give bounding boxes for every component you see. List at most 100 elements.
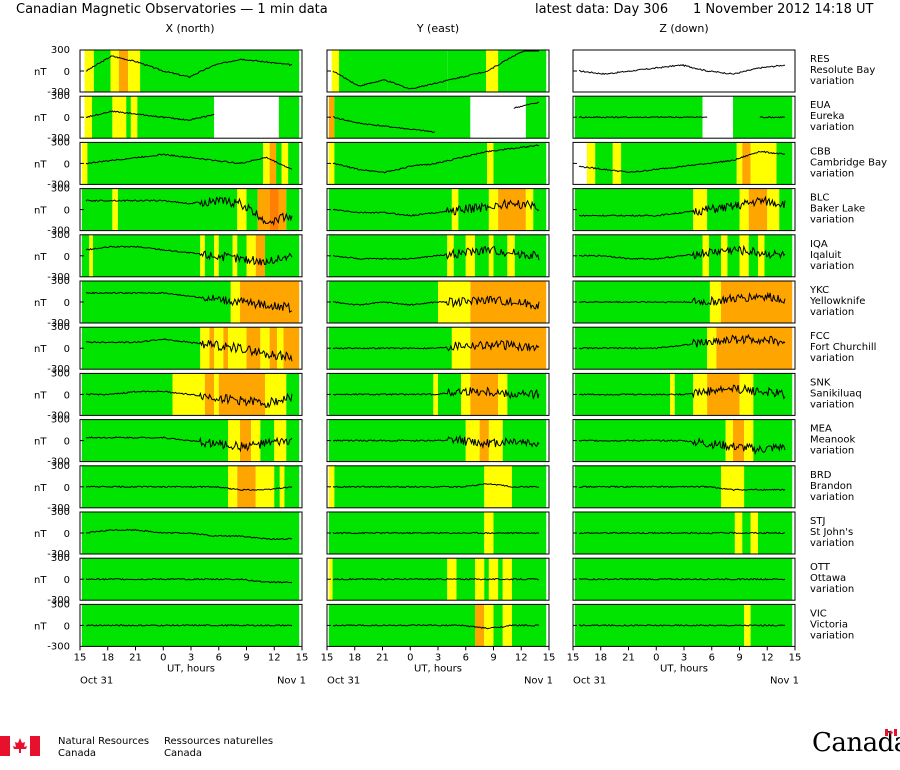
wordmark-flag-icon (885, 729, 897, 736)
trace-fcc-y (332, 339, 540, 352)
trace-ott-y (332, 577, 540, 581)
x-tick-label: 12 (268, 652, 281, 663)
activity-band (702, 96, 734, 139)
y-tick-label: -300 (47, 410, 70, 421)
y-tick-label: 0 (64, 159, 70, 170)
activity-band (331, 50, 340, 92)
y-tick-label: 300 (51, 599, 70, 610)
x-axis-label: UT, hours (414, 663, 462, 674)
activity-band (586, 142, 596, 185)
activity-band (693, 188, 708, 231)
trace-cbb-x (85, 153, 293, 170)
activity-band (748, 188, 768, 231)
activity-band (110, 50, 119, 92)
activity-band (228, 465, 238, 508)
activity-band (118, 50, 129, 92)
station-kind: variation (810, 399, 854, 410)
x-start-label: Oct 31 (573, 675, 606, 686)
y-tick-label: 0 (64, 390, 70, 401)
activity-band (204, 234, 215, 277)
activity-band (240, 281, 300, 323)
y-tick-label: 300 (51, 137, 70, 148)
trace-stj-y (332, 531, 540, 535)
station-code: FCC (810, 331, 830, 342)
activity-band (750, 142, 777, 185)
activity-band (240, 419, 252, 462)
activity-band (278, 96, 300, 139)
trace-blc-x (85, 196, 293, 227)
y-tick-label: -300 (47, 595, 70, 606)
trace-blc-y (332, 198, 540, 217)
trace-res-z (578, 63, 786, 76)
trace-eua-x (85, 110, 215, 122)
activity-band (708, 234, 721, 277)
x-start-label: Oct 31 (327, 675, 360, 686)
unit-label: nT (34, 113, 47, 124)
activity-band (265, 373, 287, 416)
activity-band (451, 327, 471, 370)
station-name: Victoria (810, 619, 848, 630)
activity-band (279, 465, 285, 508)
y-tick-label: 0 (64, 344, 70, 355)
station-code: STJ (810, 516, 825, 527)
station-code: SNK (810, 377, 831, 388)
activity-band (574, 188, 694, 231)
trace-eua-y (332, 101, 540, 134)
unit-label: nT (34, 621, 47, 632)
unit-label: nT (34, 575, 47, 586)
unit-label: nT (34, 252, 47, 263)
trace-iqa-z (578, 244, 786, 260)
trace-vic-y (332, 623, 540, 630)
department-name-fr: Ressources naturelles Canada (164, 736, 273, 760)
station-name: Brandon (810, 481, 852, 492)
station-name: St John's (810, 527, 853, 538)
activity-band (595, 142, 613, 185)
x-tick-label: 21 (622, 652, 635, 663)
activity-band (764, 234, 793, 277)
activity-band (612, 142, 622, 185)
x-start-label: Oct 31 (80, 675, 113, 686)
activity-band (486, 50, 499, 92)
station-name: Baker Lake (810, 204, 865, 215)
y-tick-label: -300 (47, 226, 70, 237)
activity-band (286, 373, 300, 416)
trace-eua-z (578, 116, 786, 119)
station-kind: variation (810, 307, 854, 318)
activity-band (748, 234, 758, 277)
activity-band (214, 373, 219, 416)
station-kind: variation (810, 76, 854, 87)
activity-band (744, 465, 793, 508)
station-name: Yellowknife (809, 296, 865, 307)
activity-band (707, 327, 717, 370)
y-tick-label: 0 (64, 483, 70, 494)
x-tick-label: 3 (435, 652, 441, 663)
station-name: Ottawa (810, 573, 846, 584)
activity-band (274, 465, 280, 508)
activity-band (84, 50, 94, 92)
station-code: BLC (810, 193, 829, 204)
magnetogram-figure: Canadian Magnetic Observatories — 1 min … (16, 2, 887, 686)
activity-band (260, 327, 270, 370)
activity-band (278, 188, 287, 231)
activity-band (725, 419, 734, 462)
unit-label: nT (34, 159, 47, 170)
y-tick-label: 0 (64, 621, 70, 632)
activity-band (461, 373, 471, 416)
trace-brd-x (86, 485, 293, 491)
y-tick-label: 0 (64, 437, 70, 448)
y-tick-label: 300 (51, 184, 70, 195)
y-tick-label: -300 (47, 549, 70, 560)
y-tick-label: 0 (64, 575, 70, 586)
x-axis-label: UT, hours (660, 663, 708, 674)
station-kind: variation (810, 630, 854, 641)
y-tick-label: -300 (47, 641, 70, 652)
activity-band (84, 96, 93, 139)
activity-band (475, 604, 485, 647)
x-tick-label: 9 (490, 652, 496, 663)
trace-brd-z (578, 485, 786, 492)
activity-band (479, 419, 489, 462)
unit-label: nT (34, 67, 47, 78)
latest-date: 1 November 2012 14:18 UT (693, 2, 874, 17)
activity-band (465, 234, 475, 277)
